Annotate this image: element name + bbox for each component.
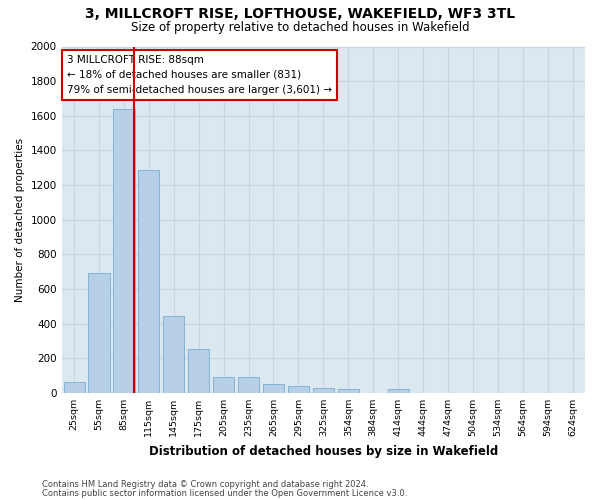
Text: Contains HM Land Registry data © Crown copyright and database right 2024.: Contains HM Land Registry data © Crown c…	[42, 480, 368, 489]
Bar	[263, 384, 284, 393]
Text: Size of property relative to detached houses in Wakefield: Size of property relative to detached ho…	[131, 21, 469, 34]
Bar	[388, 390, 409, 393]
Bar	[338, 390, 359, 393]
Bar	[313, 388, 334, 393]
Text: 3 MILLCROFT RISE: 88sqm
← 18% of detached houses are smaller (831)
79% of semi-d: 3 MILLCROFT RISE: 88sqm ← 18% of detache…	[67, 55, 332, 95]
Bar	[138, 170, 160, 393]
Bar	[88, 272, 110, 393]
Bar	[238, 378, 259, 393]
Text: Contains public sector information licensed under the Open Government Licence v3: Contains public sector information licen…	[42, 488, 407, 498]
Bar	[188, 349, 209, 393]
X-axis label: Distribution of detached houses by size in Wakefield: Distribution of detached houses by size …	[149, 444, 498, 458]
Bar	[288, 386, 309, 393]
Bar	[213, 378, 234, 393]
Text: 3, MILLCROFT RISE, LOFTHOUSE, WAKEFIELD, WF3 3TL: 3, MILLCROFT RISE, LOFTHOUSE, WAKEFIELD,…	[85, 8, 515, 22]
Y-axis label: Number of detached properties: Number of detached properties	[15, 138, 25, 302]
Bar	[113, 109, 134, 393]
Bar	[163, 316, 184, 393]
Bar	[64, 382, 85, 393]
